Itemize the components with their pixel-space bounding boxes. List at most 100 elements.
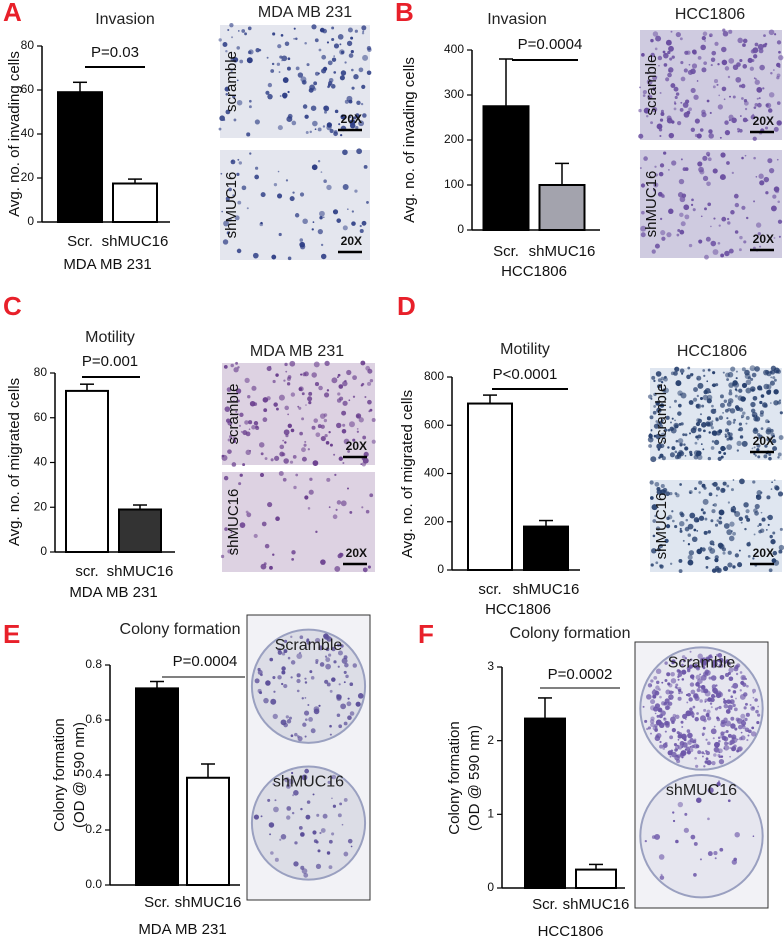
texture-dot [307,507,311,510]
texture-dot [285,715,289,719]
texture-dot [723,699,728,704]
texture-dot [659,217,663,221]
texture-dot [663,151,667,155]
texture-dot [722,551,726,555]
texture-dot [701,751,705,755]
texture-dot [679,108,684,112]
texture-dot [765,419,769,424]
texture-dot [699,858,702,861]
texture-dot [660,380,664,384]
texture-dot [705,757,709,761]
texture-dot [650,38,654,43]
texture-dot [324,110,327,114]
texture-dot [643,156,648,161]
x-tick-label: Scr. [67,233,93,250]
texture-dot [701,112,707,118]
texture-dot [650,563,654,567]
panel-letter: D [397,291,416,321]
texture-dot [343,670,347,674]
texture-dot [716,567,722,574]
x-tick-label: shMUC16 [513,581,580,598]
p-value: P<0.0001 [493,366,558,383]
texture-dot [338,683,341,686]
texture-dot [230,363,234,368]
texture-dot [331,377,338,384]
texture-dot [281,666,286,671]
texture-dot [667,72,672,78]
texture-dot [654,173,658,177]
texture-dot [722,412,724,414]
texture-dot [283,429,290,436]
texture-dot [679,660,683,663]
texture-dot [778,549,783,554]
texture-dot [655,668,662,675]
x-tick-label: shMUC16 [529,243,596,260]
texture-dot [750,114,756,120]
x-tick-label: Scr. [144,894,170,911]
texture-dot [295,66,300,71]
chart-title: Colony formation [510,625,631,642]
texture-dot [713,503,717,507]
texture-dot [267,82,273,88]
texture-dot [729,663,731,666]
texture-dot [754,698,758,702]
texture-dot [246,132,251,137]
texture-dot [235,410,238,413]
texture-dot [345,674,349,679]
texture-dot [313,361,320,368]
texture-dot [755,222,762,228]
texture-dot [297,72,304,78]
texture-dot [673,86,679,92]
texture-dot [356,414,360,418]
texture-dot [722,28,726,32]
chart-title: Colony formation [120,621,241,638]
texture-dot [224,527,228,531]
texture-dot [233,118,237,122]
texture-dot [309,477,313,481]
texture-dot [259,691,263,695]
texture-dot [678,449,684,455]
texture-dot [318,645,324,651]
texture-dot [752,688,756,693]
texture-dot [669,452,675,458]
texture-dot [706,181,711,187]
texture-dot [671,661,675,665]
bar [523,525,569,572]
texture-dot [241,29,246,33]
texture-dot [263,408,268,413]
texture-dot [703,708,707,712]
texture-dot [310,105,317,111]
texture-dot [675,31,681,38]
texture-dot [317,127,322,132]
texture-dot [669,421,672,424]
texture-dot [668,683,673,688]
y-axis-label: Colony formation [446,721,463,834]
texture-dot [684,455,687,457]
texture-dot [659,709,661,712]
texture-dot [287,57,291,61]
texture-dot [696,688,701,692]
texture-dot [678,732,683,737]
texture-dot [675,839,679,844]
y-tick-label: 0 [487,880,494,894]
texture-dot [336,696,342,702]
texture-dot [671,751,677,758]
texture-dot [331,797,333,800]
texture-dot [746,517,751,522]
texture-dot [280,34,284,37]
texture-dot [678,558,683,563]
texture-dot [676,233,680,237]
texture-dot [675,380,682,387]
texture-dot [731,659,734,662]
texture-dot [686,729,691,733]
texture-dot [225,418,231,423]
texture-dot [332,804,337,808]
texture-dot [270,851,274,855]
texture-dot [766,384,772,390]
texture-dot [317,160,321,163]
texture-dot [691,49,697,55]
texture-dot [718,663,724,668]
texture-dot [776,101,781,105]
y-tick-label: 200 [424,514,444,528]
texture-dot [665,491,670,497]
